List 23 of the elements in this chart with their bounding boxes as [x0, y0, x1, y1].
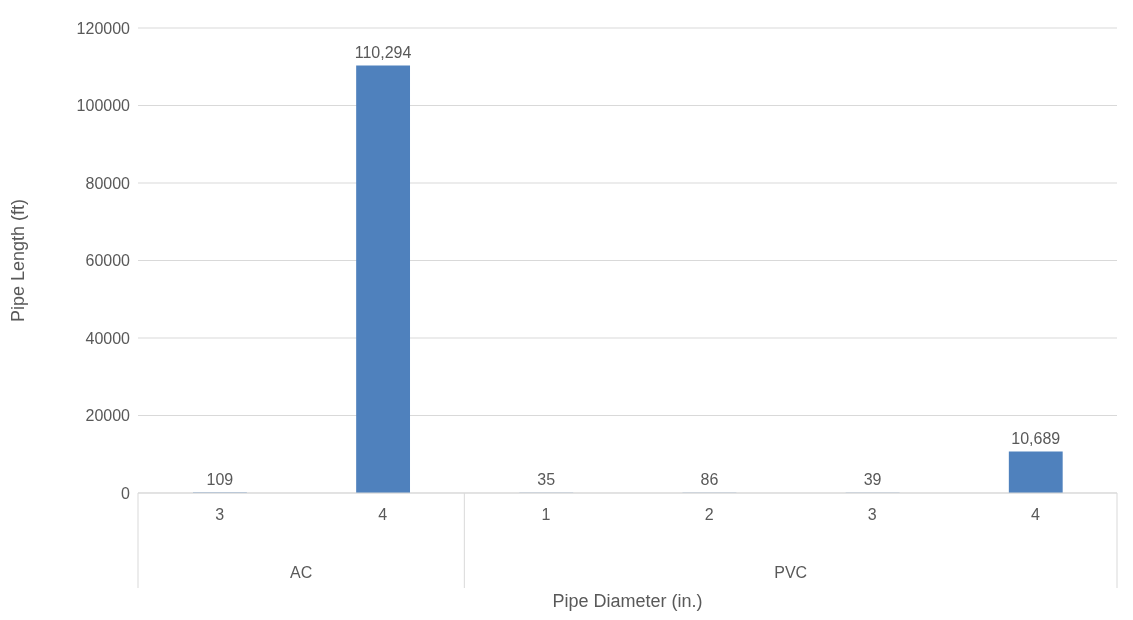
x-tick-label: 4: [378, 506, 388, 524]
y-tick-label: 40000: [85, 329, 131, 347]
x-tick-label: 3: [215, 506, 225, 524]
y-tick-label: 20000: [85, 407, 131, 425]
y-tick-label: 80000: [85, 174, 131, 192]
y-tick-label: 0: [121, 484, 131, 502]
x-tick-label: 3: [867, 506, 877, 524]
x-tick-label: 1: [541, 506, 551, 524]
x-axis-title: Pipe Diameter (in.): [552, 591, 703, 611]
x-tick-label: 2: [704, 506, 714, 524]
x-tick-label: 4: [1030, 506, 1040, 524]
text: AC: [290, 564, 313, 581]
y-tick-label: 100000: [76, 97, 131, 115]
data-label: 35: [537, 470, 556, 488]
text: PVC: [774, 564, 808, 581]
data-label: 110,294: [354, 43, 412, 61]
data-label: 10,689: [1011, 429, 1061, 447]
data-label: 86: [700, 470, 719, 488]
data-label: 39: [863, 470, 882, 488]
y-tick-label: 120000: [76, 19, 131, 37]
data-label: 109: [206, 470, 234, 488]
y-axis-title: Pipe Length (ft): [8, 198, 29, 323]
y-tick-label: 60000: [85, 252, 131, 270]
